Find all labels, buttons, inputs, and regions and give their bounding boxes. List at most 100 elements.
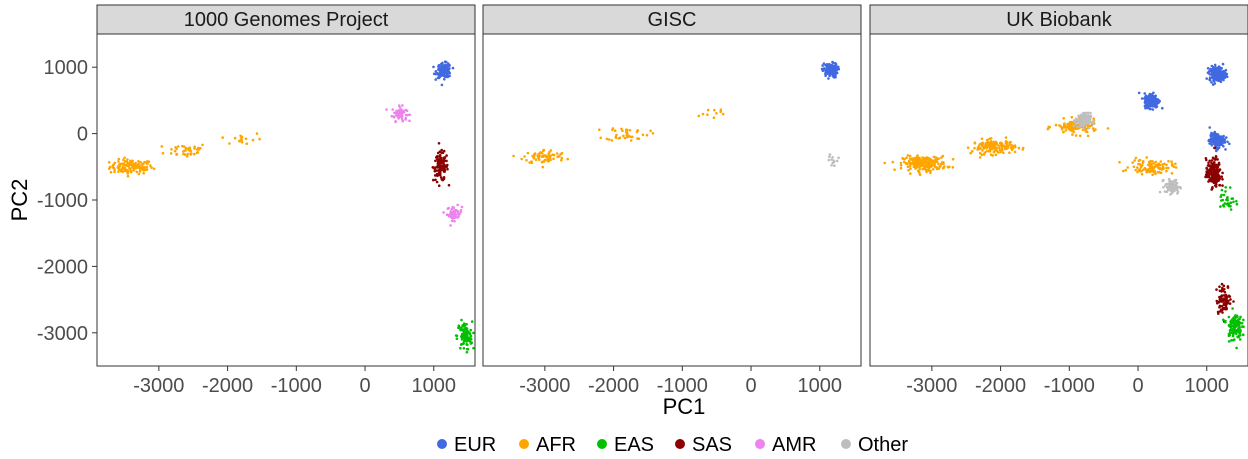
data-point-eur	[1151, 105, 1154, 108]
data-point-sas	[1227, 294, 1231, 298]
data-point-eur	[1213, 71, 1216, 75]
data-point-sas	[435, 180, 439, 184]
data-point-amr	[392, 115, 396, 118]
data-point-sas	[435, 172, 439, 176]
data-point-eur	[439, 74, 443, 77]
data-point-amr	[453, 216, 457, 219]
data-point-eur	[830, 65, 834, 68]
y-tick-label: -2000	[37, 256, 88, 278]
data-point-afr	[995, 149, 999, 153]
data-point-afr	[1017, 146, 1021, 150]
data-point-sas	[437, 184, 441, 187]
data-point-afr	[532, 156, 536, 160]
data-point-afr	[109, 170, 113, 174]
data-point-eur	[826, 68, 829, 71]
data-point-other	[1158, 190, 1162, 194]
data-point-afr	[982, 146, 986, 149]
data-point-afr	[1013, 144, 1017, 147]
data-point-afr	[542, 148, 546, 152]
data-point-eur	[1212, 79, 1215, 82]
data-point-afr	[552, 153, 556, 157]
data-point-afr	[132, 164, 136, 167]
data-point-afr	[1138, 168, 1142, 171]
data-point-afr	[902, 157, 905, 161]
data-point-sas	[1220, 308, 1224, 311]
data-point-sas	[1216, 310, 1220, 314]
data-point-afr	[1074, 134, 1078, 137]
data-point-eas	[1220, 199, 1223, 202]
data-point-afr	[117, 170, 120, 173]
data-point-afr	[560, 159, 563, 162]
data-point-afr	[566, 157, 569, 161]
data-point-eur	[437, 76, 441, 80]
data-point-afr	[120, 162, 123, 166]
data-point-sas	[1212, 180, 1216, 183]
data-point-afr	[544, 154, 547, 157]
data-point-other	[1075, 117, 1078, 120]
data-point-afr	[538, 158, 541, 161]
data-point-other	[1168, 185, 1171, 188]
data-point-afr	[610, 139, 614, 142]
data-point-afr	[196, 151, 200, 154]
legend: EUR AFR EAS SAS AMR Other	[437, 434, 908, 456]
data-point-afr	[918, 158, 922, 161]
data-point-eur	[1205, 77, 1208, 80]
data-point-afr	[1078, 134, 1082, 138]
legend-label: EUR	[454, 434, 496, 456]
panel-plot-area	[96, 33, 476, 367]
data-point-eur	[1215, 143, 1219, 146]
data-point-other	[1088, 116, 1092, 120]
legend-item-amr: AMR	[755, 434, 816, 456]
data-point-amr	[408, 113, 412, 116]
data-point-sas	[436, 165, 439, 169]
data-point-afr	[193, 152, 196, 156]
data-point-afr	[160, 145, 164, 148]
data-point-sas	[1204, 173, 1208, 176]
panel-strip	[96, 4, 476, 35]
data-point-afr	[893, 168, 896, 171]
data-point-afr	[936, 157, 939, 160]
data-point-afr	[1062, 130, 1065, 134]
data-point-eur	[439, 67, 443, 70]
data-point-afr	[1154, 165, 1158, 168]
data-point-sas	[443, 159, 446, 163]
data-point-eas	[1232, 316, 1235, 320]
data-point-sas	[1218, 285, 1221, 289]
data-point-afr	[533, 152, 537, 156]
data-point-afr	[994, 153, 998, 157]
data-point-sas	[1210, 161, 1213, 165]
legend-item-eas: EAS	[597, 434, 654, 456]
data-point-eur	[1222, 145, 1225, 148]
data-point-eas	[1227, 315, 1231, 319]
data-point-amr	[404, 118, 407, 121]
data-point-afr	[1006, 144, 1010, 148]
data-point-afr	[1071, 128, 1075, 132]
data-point-afr	[1170, 160, 1173, 163]
data-point-afr	[1145, 156, 1148, 159]
data-point-eur	[1220, 136, 1223, 140]
data-point-eur	[1214, 135, 1217, 139]
data-point-sas	[1206, 175, 1209, 179]
data-point-afr	[995, 146, 998, 150]
data-point-afr	[1060, 126, 1064, 130]
data-point-eas	[464, 331, 468, 334]
data-point-amr	[404, 108, 407, 112]
data-point-afr	[605, 137, 609, 141]
data-point-sas	[437, 142, 441, 145]
data-point-eur	[1148, 95, 1152, 99]
data-point-amr	[398, 106, 402, 109]
data-point-afr	[197, 148, 201, 151]
data-point-other	[831, 156, 834, 159]
data-point-eas	[469, 337, 473, 341]
data-point-afr	[1002, 151, 1005, 155]
data-point-amr	[458, 212, 461, 216]
data-point-afr	[1070, 127, 1073, 130]
legend-item-sas: SAS	[675, 434, 732, 456]
data-point-eur	[1220, 77, 1224, 81]
data-point-amr	[453, 219, 456, 223]
data-point-afr	[555, 152, 559, 155]
data-point-afr	[599, 136, 602, 140]
data-point-eas	[1235, 346, 1238, 350]
data-point-afr	[937, 162, 940, 166]
data-point-amr	[454, 208, 458, 212]
